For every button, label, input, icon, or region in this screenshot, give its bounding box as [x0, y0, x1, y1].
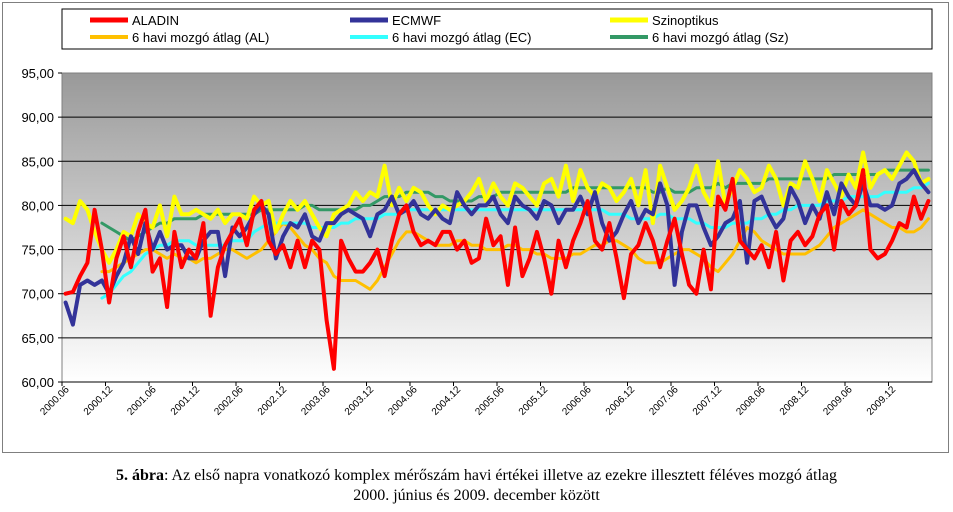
series-line-6-havi-mozg-tlag-al-: [100, 208, 930, 291]
caption-text: : Az első napra vonatkozó komplex mérősz…: [163, 467, 838, 484]
x-tick-label: 2008.12: [778, 384, 812, 418]
chart: ALADIN ECMWF Szinoptikus 6 havi mozgó átlag…: [21, 8, 933, 418]
x-tick-label: 2006.12: [604, 384, 638, 418]
x-tick-label: 2008.06: [734, 384, 768, 418]
y-tick-label: 75,00: [21, 243, 54, 258]
caption-line2: 2000. június és 2009. december között: [353, 487, 600, 504]
x-tick-label: 2001.12: [169, 384, 203, 418]
x-tick-label: 2005.06: [473, 384, 507, 418]
y-tick-label: 60,00: [21, 375, 54, 390]
x-tick-label: 2002.06: [212, 384, 246, 418]
y-tick-label: 65,00: [21, 331, 54, 346]
y-tick-label: 70,00: [21, 287, 54, 302]
legend-label: ALADIN: [132, 13, 179, 28]
chart-frame: [2, 2, 949, 453]
y-tick-label: 90,00: [21, 110, 54, 125]
x-axis: 2000.06 2000.12 2001.06 2001.12 2002.06 2002.…: [38, 381, 932, 418]
chart-legend: ALADIN ECMWF Szinoptikus 6 havi mozgó átlag…: [61, 8, 933, 50]
x-tick-label: 2004.12: [430, 384, 464, 418]
legend-label: 6 havi mozgó átlag (AL): [132, 30, 269, 45]
legend-box: [61, 8, 933, 50]
x-tick-label: 2000.12: [82, 384, 116, 418]
y-tick-label: 80,00: [21, 198, 54, 213]
series-line-aladin: [63, 168, 931, 371]
x-tick-label: 2006.06: [560, 384, 594, 418]
x-tick-label: 2004.06: [386, 384, 420, 418]
series-line-6-havi-mozg-tlag-ec-: [100, 181, 930, 300]
caption-label: 5. ábra: [115, 467, 164, 484]
y-axis: 60,00 65,00 70,00 75,00 80,00 85,00 90,00 95,00: [21, 66, 62, 390]
legend-label: 6 havi mozgó átlag (Sz): [652, 30, 789, 45]
legend-label: 6 havi mozgó átlag (EC): [392, 30, 531, 45]
x-tick-label: 2002.12: [256, 384, 290, 418]
y-tick-label: 85,00: [21, 154, 54, 169]
series-line-szinoptikus: [63, 150, 931, 265]
x-tick-label: 2009.12: [865, 384, 899, 418]
series-lines: [63, 150, 931, 371]
legend-label: Szinoptikus: [652, 13, 719, 28]
series-line-ecmwf: [63, 168, 931, 327]
figure-caption: 5. ábra: Az első napra vonatkozó komplex…: [0, 466, 953, 506]
legend-label: ECMWF: [392, 13, 441, 28]
y-tick-label: 95,00: [21, 66, 54, 81]
x-tick-label: 2007.12: [691, 384, 725, 418]
plot-area: [61, 72, 933, 383]
x-tick-label: 2003.06: [299, 384, 333, 418]
x-tick-label: 2001.06: [125, 384, 159, 418]
x-tick-label: 2005.12: [517, 384, 551, 418]
x-tick-label: 2003.12: [343, 384, 377, 418]
x-tick-label: 2007.06: [647, 384, 681, 418]
x-tick-label: 2009.06: [821, 384, 855, 418]
